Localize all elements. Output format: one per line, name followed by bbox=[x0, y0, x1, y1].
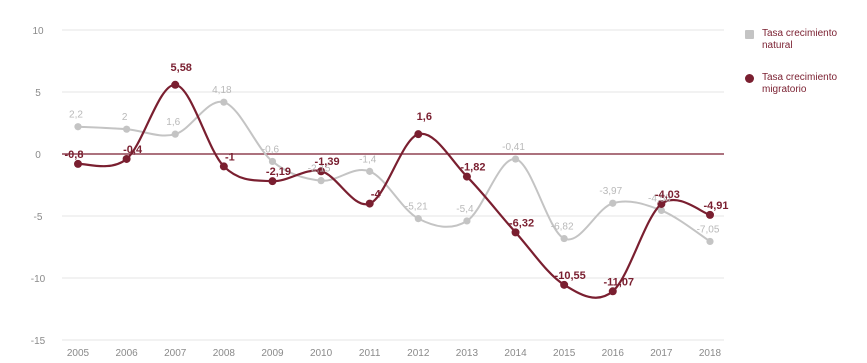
x-tick-label: 2005 bbox=[67, 348, 90, 359]
x-tick-label: 2016 bbox=[602, 348, 625, 359]
data-label-natural: -4,55 bbox=[648, 193, 671, 204]
x-tick-label: 2009 bbox=[261, 348, 284, 359]
data-label-natural: -0,41 bbox=[502, 142, 525, 153]
data-label-migratorio: -6,32 bbox=[509, 217, 534, 229]
series-line-natural bbox=[77, 100, 711, 243]
point-migratorio bbox=[171, 80, 180, 89]
data-label-natural: 4,18 bbox=[212, 85, 232, 96]
legend-swatch-natural bbox=[745, 30, 754, 39]
point-natural bbox=[414, 215, 422, 223]
x-tick-label: 2011 bbox=[359, 348, 381, 359]
data-labels: 2,2 2 1,6 4,18 -0,6 -2,15 -1,4 -5,21 -5,4 -0,41 -6… bbox=[65, 62, 729, 288]
point-migratorio bbox=[511, 228, 520, 237]
x-tick-label: 2018 bbox=[699, 348, 722, 359]
point-natural bbox=[511, 155, 520, 163]
data-label-migratorio: -1 bbox=[225, 151, 235, 163]
x-tick-label: 2017 bbox=[650, 348, 673, 359]
line-chart: 10 5 0 -5 -10 -15 2005 2006 2007 2008 2009 2010 201… bbox=[31, 26, 729, 359]
point-migratorio bbox=[365, 199, 374, 208]
point-natural bbox=[366, 167, 374, 175]
point-migratorio bbox=[560, 280, 569, 289]
legend-label-natural: Tasa crecimiento natural bbox=[762, 28, 838, 51]
point-natural bbox=[220, 98, 228, 106]
series-points bbox=[74, 80, 714, 296]
x-tick-label: 2012 bbox=[407, 348, 430, 359]
data-label-migratorio: -11,07 bbox=[603, 276, 634, 288]
data-label-migratorio: -0,4 bbox=[123, 144, 143, 156]
y-tick-label: 0 bbox=[35, 150, 41, 161]
point-migratorio bbox=[608, 287, 617, 296]
data-label-natural: -2,15 bbox=[308, 164, 331, 175]
x-axis-ticks: 2005 2006 2007 2008 2009 2010 2011 2012 2013 2014… bbox=[67, 348, 722, 359]
point-migratorio bbox=[268, 177, 277, 186]
data-label-migratorio: -1,39 bbox=[315, 156, 340, 168]
point-natural bbox=[463, 217, 471, 225]
data-label-migratorio: -2,19 bbox=[266, 166, 291, 178]
x-tick-label: 2006 bbox=[115, 348, 138, 359]
point-migratorio bbox=[219, 162, 228, 171]
data-label-natural: -7,05 bbox=[697, 224, 720, 235]
x-tick-label: 2013 bbox=[456, 348, 479, 359]
y-axis-ticks: 10 5 0 -5 -10 -15 bbox=[31, 26, 46, 347]
data-label-natural: -5,21 bbox=[405, 202, 428, 213]
point-natural bbox=[74, 123, 82, 131]
data-label-natural: 1,6 bbox=[166, 117, 180, 128]
data-label-migratorio: -10,55 bbox=[555, 270, 586, 282]
data-label-migratorio: -1,82 bbox=[460, 162, 485, 174]
gridlines bbox=[62, 29, 724, 341]
data-label-migratorio: -4 bbox=[371, 189, 382, 201]
data-label-natural: 2,2 bbox=[69, 110, 83, 121]
point-migratorio bbox=[74, 159, 82, 168]
point-natural bbox=[706, 237, 714, 246]
data-label-natural: -6,82 bbox=[551, 222, 574, 233]
data-label-migratorio: 1,6 bbox=[417, 111, 432, 123]
point-migratorio bbox=[414, 130, 423, 139]
data-label-migratorio: -4,03 bbox=[655, 189, 680, 201]
data-label-natural: 2 bbox=[122, 112, 128, 123]
point-natural bbox=[317, 177, 325, 185]
point-migratorio bbox=[462, 172, 471, 181]
data-label-natural: -5,4 bbox=[456, 204, 474, 215]
legend-label-migratorio: Tasa crecimiento migratorio bbox=[762, 72, 838, 95]
point-natural bbox=[560, 234, 568, 243]
legend: Tasa crecimiento natural Tasa crecimient… bbox=[745, 28, 867, 116]
x-tick-label: 2008 bbox=[213, 348, 236, 359]
data-label-natural: -0,6 bbox=[262, 144, 280, 155]
data-label-migratorio: 5,58 bbox=[171, 62, 192, 74]
point-migratorio bbox=[706, 210, 714, 219]
data-label-natural: -3,97 bbox=[599, 186, 622, 197]
point-natural bbox=[657, 206, 665, 215]
point-natural bbox=[171, 130, 179, 138]
x-tick-label: 2007 bbox=[164, 348, 187, 359]
x-tick-label: 2010 bbox=[310, 348, 333, 359]
y-tick-label: -10 bbox=[31, 274, 46, 285]
legend-item-migratorio[interactable]: Tasa crecimiento migratorio bbox=[745, 72, 867, 96]
data-label-migratorio: -4,91 bbox=[703, 200, 728, 212]
point-migratorio bbox=[122, 154, 131, 163]
y-tick-label: -15 bbox=[31, 336, 46, 347]
legend-swatch-migratorio bbox=[745, 74, 754, 83]
y-tick-label: 5 bbox=[35, 88, 41, 99]
point-natural bbox=[123, 125, 131, 133]
data-label-migratorio: -0,8 bbox=[65, 149, 84, 161]
point-migratorio bbox=[317, 167, 326, 176]
x-tick-label: 2014 bbox=[504, 348, 527, 359]
point-natural bbox=[268, 157, 277, 166]
data-label-natural: -1,4 bbox=[359, 154, 377, 165]
x-tick-label: 2015 bbox=[553, 348, 576, 359]
y-tick-label: 10 bbox=[32, 26, 44, 37]
point-migratorio bbox=[657, 199, 666, 208]
legend-item-natural[interactable]: Tasa crecimiento natural bbox=[745, 28, 867, 52]
y-tick-label: -5 bbox=[34, 212, 43, 223]
point-natural bbox=[609, 199, 617, 207]
